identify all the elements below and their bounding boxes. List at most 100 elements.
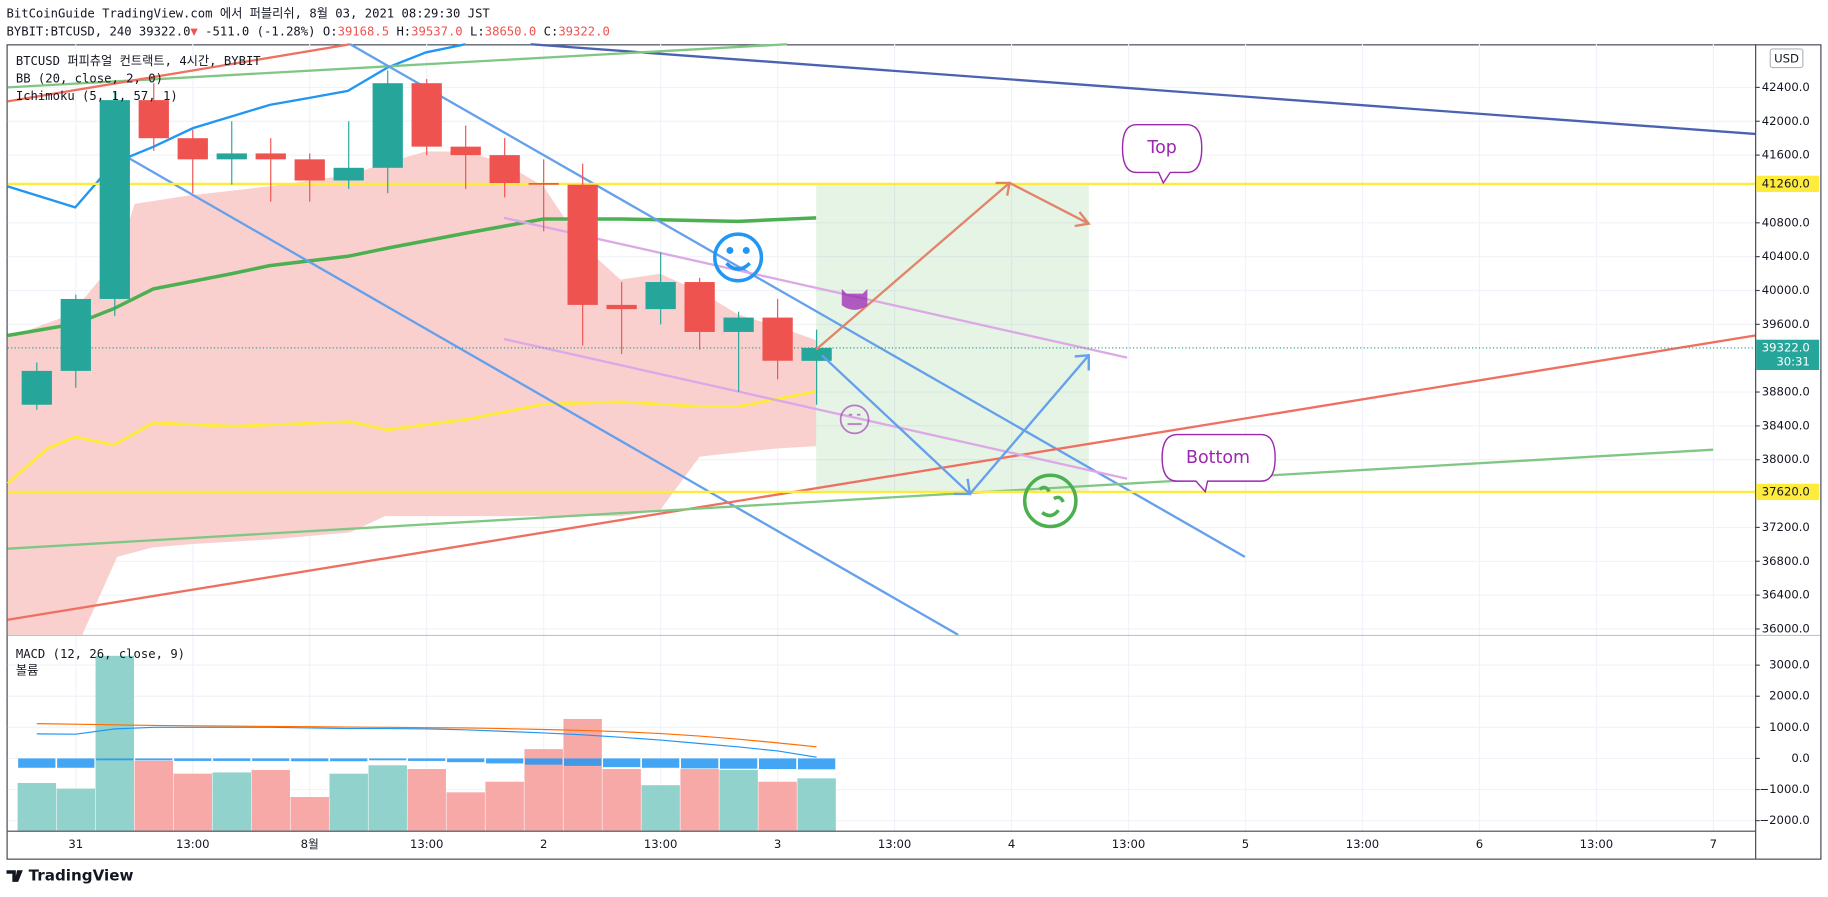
ohlc-o-label: O:: [323, 24, 338, 38]
smiley-icon: [713, 232, 764, 283]
x-tick-label: 2: [540, 837, 547, 851]
candle-body: [450, 146, 481, 156]
macd-histogram-bar: [447, 758, 485, 763]
candle-body: [723, 317, 754, 332]
level-badge: [1756, 175, 1820, 193]
macd-histogram-bar: [213, 758, 251, 761]
macd-histogram-bar: [408, 758, 446, 761]
macd-histogram-bar: [719, 758, 758, 769]
x-tick-label: 6: [1476, 837, 1483, 851]
macd-histogram-bar: [486, 758, 524, 764]
dizzy-icon: [1022, 473, 1078, 529]
ohlc-h-label: H:: [396, 24, 411, 38]
macd-histogram-bar: [135, 758, 173, 761]
macd-histogram-bar: [758, 758, 797, 770]
candle-body: [762, 317, 793, 361]
symbol-line: BYBIT:BTCUSD, 240 39322.0▼ -511.0 (-1.28…: [7, 24, 610, 38]
macd-histogram-bar: [252, 758, 290, 761]
x-tick-label: 5: [1242, 837, 1249, 851]
candle-body: [567, 184, 598, 305]
macd-histogram-bar: [642, 758, 680, 768]
brand-logo: [6, 870, 23, 882]
x-tick-label: 31: [68, 837, 83, 851]
macd-title: MACD (12, 26, close, 9): [16, 647, 185, 661]
bottom-callout: Bottom: [1161, 433, 1276, 494]
macd-histogram-bar: [681, 758, 719, 769]
y-tick-label: 2000.0: [1769, 689, 1810, 703]
macd-histogram-bar: [525, 758, 563, 765]
macd-pane: [17, 655, 836, 831]
y-tick-label: 36400.0: [1762, 588, 1810, 602]
candle-body: [528, 183, 559, 185]
candle-body: [177, 138, 208, 160]
candle-body: [333, 167, 364, 181]
ohlc-l: 38650.0: [485, 24, 537, 38]
x-tick-label: 13:00: [410, 837, 444, 851]
y-tick-label: 42400.0: [1762, 80, 1810, 94]
volume-bar: [485, 781, 524, 831]
x-tick-label: 4: [1008, 837, 1015, 851]
arrow-head: [1074, 354, 1090, 371]
y-tick-label: 38400.0: [1762, 418, 1810, 432]
volume-bar: [407, 769, 446, 831]
annotation: Top: [1146, 138, 1176, 158]
level-label: 41260.0: [1762, 176, 1810, 190]
volume-bar: [290, 797, 329, 831]
price: 39322.0: [139, 24, 191, 38]
symbol: BYBIT:BTCUSD, 240: [7, 24, 132, 38]
y-tick-label: 39600.0: [1762, 317, 1810, 331]
y-tick-label: 38000.0: [1762, 452, 1810, 466]
volume-bar: [95, 655, 135, 831]
volume-bar: [134, 760, 173, 831]
currency: USD: [1774, 51, 1799, 65]
volume-label: 볼륨: [16, 664, 38, 678]
macd-histogram-bar: [18, 758, 56, 768]
candle-body: [606, 304, 637, 310]
y-tick-label: 38800.0: [1762, 385, 1810, 399]
x-tick-label: 13:00: [644, 837, 678, 851]
indicator-label: BB (20, close, 2, 0): [16, 72, 163, 86]
x-tick-label: 7: [1710, 837, 1717, 851]
currency-badge: [1769, 48, 1804, 69]
volume-bar: [758, 781, 797, 831]
candle-body: [294, 159, 325, 181]
y-tick-label: 40000.0: [1762, 283, 1810, 297]
candles: [21, 70, 832, 410]
cat-icon: [841, 288, 868, 310]
y-tick-label: 36000.0: [1762, 621, 1810, 635]
x-tick-label: 8월: [301, 837, 319, 851]
volume-bar: [446, 792, 485, 831]
trend-line: [7, 334, 1756, 621]
axes: 42400.042000.041600.040800.040400.040000…: [68, 80, 1820, 851]
y-tick-label: 3000.0: [1769, 658, 1810, 672]
x-tick-label: 3: [774, 837, 781, 851]
volume-bar: [17, 783, 57, 831]
y-tick-label: 42000.0: [1762, 114, 1810, 128]
ohlc-c-label: C:: [544, 24, 559, 38]
channel-line: [116, 150, 959, 636]
candle-body: [216, 153, 247, 160]
candle-body: [645, 282, 676, 310]
macd-histogram-bar: [96, 758, 134, 761]
x-tick-label: 13:00: [176, 837, 210, 851]
volume-bar: [641, 785, 680, 831]
macd-histogram-bar: [564, 758, 602, 766]
volume-bar: [173, 773, 212, 831]
ohlc-c: 39322.0: [558, 24, 610, 38]
neutral-icon: [839, 404, 870, 435]
top-callout: Top: [1121, 123, 1203, 185]
candle-body: [21, 370, 52, 405]
trend-line: [503, 216, 1128, 359]
levels: [7, 182, 1756, 494]
macd-histogram-bar: [174, 758, 212, 761]
trend-line: [503, 337, 1128, 480]
macd-line: [36, 726, 817, 758]
volume-bar: [797, 778, 836, 831]
x-tick-label: 13:00: [1580, 837, 1614, 851]
volume-bar: [719, 769, 758, 831]
macd-histogram-bar: [291, 758, 329, 762]
candle-body: [684, 282, 715, 332]
change: -511.0 (-1.28%): [205, 24, 315, 38]
arrow-head: [1074, 211, 1091, 228]
